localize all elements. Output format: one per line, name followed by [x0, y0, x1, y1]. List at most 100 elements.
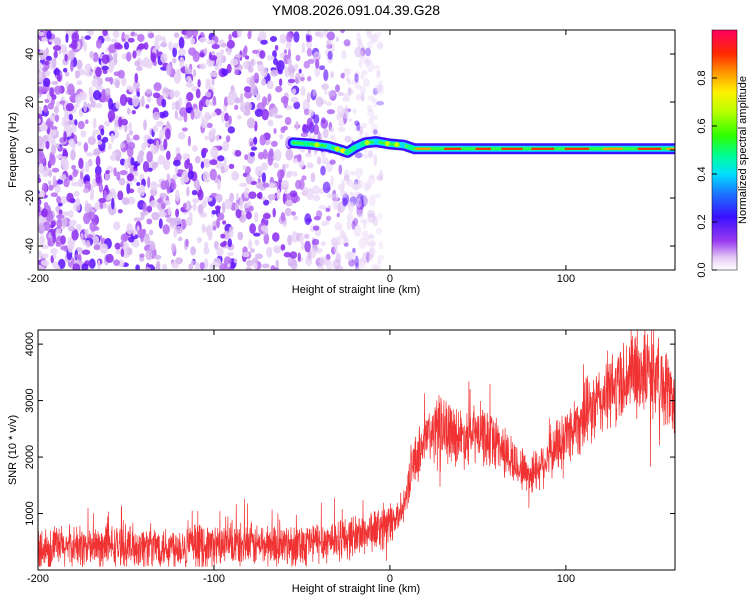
spectrogram-noise-blob — [276, 188, 281, 200]
spectrogram-noise-blob — [297, 252, 301, 262]
spectrogram-noise-blob — [329, 126, 335, 133]
spectrogram-noise-blob — [300, 86, 306, 96]
spectrogram-noise-blob — [96, 140, 103, 145]
spectrogram-noise-blob — [211, 43, 220, 50]
spectrogram-noise-blob — [105, 37, 111, 42]
spectrogram-noise-blob — [44, 60, 50, 66]
spectrogram-noise-blob — [363, 57, 369, 64]
spectrogram-noise-blob — [42, 67, 48, 72]
spectrogram-noise-blob — [352, 181, 361, 191]
spectrogram-noise-blob — [295, 54, 301, 62]
spectrogram-noise-blob — [200, 161, 205, 169]
spectrogram-noise-blob — [279, 134, 284, 140]
spectrogram-noise-blob — [340, 72, 345, 79]
spectrogram-noise-blob — [291, 211, 296, 216]
spectrogram-noise-blob — [347, 251, 353, 262]
spectrogram-noise-blob — [254, 261, 258, 270]
spectrogram-noise-blob — [95, 66, 102, 78]
spectrogram-noise-blob — [356, 263, 361, 270]
spectrogram-noise-blob — [204, 135, 209, 141]
spectrogram-noise-blob — [326, 101, 332, 107]
spectrogram-noise-blob — [377, 43, 384, 48]
spectrogram-noise-blob — [107, 110, 116, 122]
spectrogram-noise-blob — [134, 163, 138, 169]
spectrogram-noise-blob — [247, 30, 252, 40]
spectrogram-noise-blob — [47, 133, 53, 144]
spectrogram-noise-blob — [94, 103, 103, 109]
spectrogram-noise-blob — [227, 263, 231, 268]
spectrogram-noise-blob — [188, 263, 194, 270]
spectrogram-noise-blob — [245, 55, 250, 60]
spectrogram-noise-blob — [175, 189, 180, 202]
spectrogram-noise-blob — [378, 212, 383, 221]
spectrogram-noise-blob — [129, 167, 134, 175]
spectrogram-noise-blob — [128, 188, 135, 194]
signal-track-blob — [364, 140, 370, 146]
spectrogram-noise-blob — [342, 96, 351, 102]
signal-track-blob — [355, 143, 361, 149]
spectrogram-noise-blob — [54, 85, 62, 95]
spectrogram-noise-blob — [53, 106, 59, 114]
spectrogram-noise-blob — [267, 93, 272, 102]
spectrogram-noise-blob — [194, 155, 201, 164]
spectrogram-noise-blob — [141, 95, 145, 108]
spectrogram-noise-blob — [306, 117, 313, 130]
spectrogram-noise-blob — [334, 222, 343, 231]
spectrogram-noise-blob — [274, 114, 283, 119]
spectrogram-noise-blob — [302, 187, 309, 197]
spectrogram-noise-blob — [373, 129, 378, 135]
spectrogram-noise-blob — [211, 111, 217, 117]
spectrogram-noise-blob — [38, 61, 43, 71]
spectrogram-noise-blob — [306, 30, 311, 36]
spectrogram-noise-blob — [75, 223, 82, 232]
spectrogram-noise-blob — [86, 152, 94, 157]
spectrogram-noise-blob — [321, 157, 329, 165]
spectrogram-noise-blob — [87, 234, 94, 239]
spectrogram-noise-blob — [203, 47, 208, 56]
spectrogram-noise-blob — [114, 79, 120, 89]
spectrogram-noise-blob — [245, 211, 252, 220]
spectrogram-noise-blob — [103, 190, 107, 200]
spectrogram-noise-blob — [227, 252, 234, 256]
spectrogram-noise-blob — [171, 243, 176, 253]
spectrogram-noise-blob — [110, 133, 115, 144]
spectrogram-noise-blob — [152, 92, 161, 99]
spectrogram-noise-blob — [158, 218, 163, 229]
spectrogram-noise-blob — [352, 120, 357, 126]
spectrogram-noise-blob — [233, 258, 238, 264]
spectrogram-noise-blob — [63, 131, 67, 142]
spectrogram-noise-blob — [219, 263, 227, 270]
spectrogram-noise-blob — [255, 253, 263, 259]
spectrogram-noise-blob — [136, 91, 140, 98]
spectrogram-noise-blob — [160, 202, 166, 210]
spectrogram-noise-blob — [245, 267, 253, 270]
spectrogram-noise-blob — [207, 122, 213, 129]
spectrogram-noise-blob — [90, 100, 96, 109]
spectrogram-noise-blob — [301, 175, 307, 181]
spectrogram-noise-blob — [261, 196, 266, 201]
spectrogram-noise-blob — [371, 263, 378, 270]
spectrogram-noise-blob — [354, 264, 359, 270]
spectrogram-noise-blob — [74, 70, 80, 79]
spectrogram-noise-blob — [76, 59, 83, 70]
spectrogram-noise-blob — [239, 101, 246, 107]
spectrogram-noise-blob — [236, 30, 242, 38]
spectrogram-noise-blob — [65, 125, 73, 137]
spectrogram-noise-blob — [209, 54, 218, 61]
spectrogram-noise-blob — [356, 32, 361, 43]
spectrogram-noise-blob — [211, 210, 217, 215]
spectrogram-noise-blob — [354, 152, 363, 159]
spectrogram-noise-blob — [83, 142, 89, 152]
spectrogram-noise-blob — [78, 157, 84, 169]
spectrogram-noise-blob — [97, 259, 101, 270]
spectrogram-noise-blob — [133, 217, 142, 222]
spectrogram-noise-blob — [151, 162, 157, 171]
spectrogram-noise-blob — [176, 116, 184, 121]
spectrogram-noise-blob — [58, 209, 63, 215]
spectrogram-noise-blob — [120, 241, 124, 249]
spectrogram-noise-blob — [55, 241, 62, 247]
spectrogram-noise-blob — [223, 157, 227, 166]
spectrogram-noise-blob — [70, 149, 76, 161]
spectrogram-noise-blob — [102, 30, 108, 37]
